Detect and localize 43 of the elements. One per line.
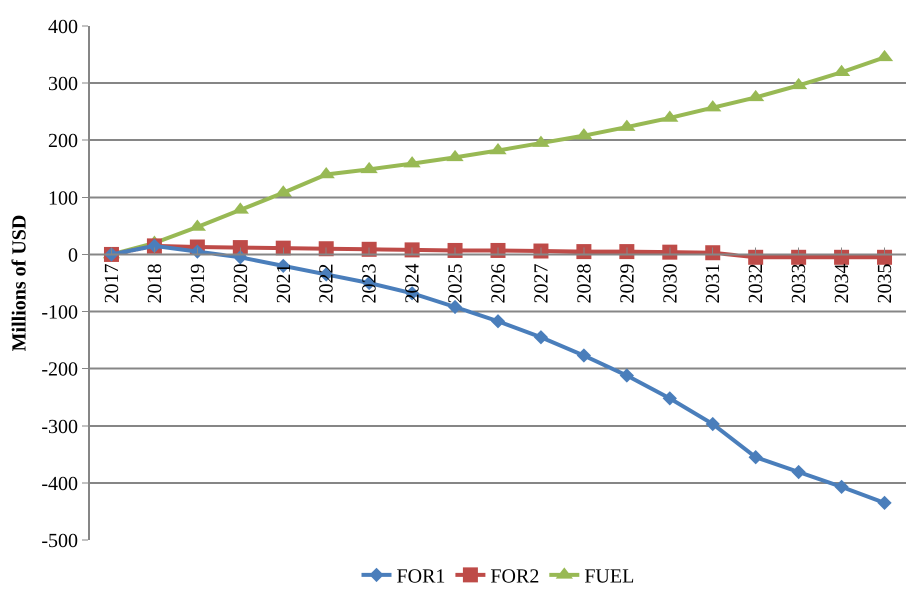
x-tick-label: 2018: [144, 263, 166, 304]
y-tick-label: 0: [68, 244, 78, 266]
point: [620, 368, 634, 383]
legend-label: FUEL: [584, 566, 634, 588]
legend-label: FOR2: [490, 566, 540, 588]
y-tick-label: -100: [41, 302, 78, 324]
x-tick-label: 2034: [831, 263, 854, 304]
x-tick-label: 2030: [659, 263, 682, 304]
legend-label: FOR1: [396, 566, 446, 588]
x-tick-label: 2032: [745, 263, 768, 304]
y-tick-label: 200: [48, 130, 78, 152]
point: [662, 391, 677, 406]
x-tick-label: 2023: [358, 263, 381, 304]
point: [877, 496, 892, 510]
y-tick-label: -200: [41, 358, 78, 381]
point: [490, 314, 506, 328]
point: [791, 464, 806, 480]
point: [706, 416, 720, 432]
x-tick-label: 2025: [444, 263, 467, 304]
x-tick-label: 2026: [488, 263, 510, 304]
x-tick-label: 2017: [100, 263, 123, 304]
x-tick-label: 2027: [530, 263, 552, 304]
y-tick-label: -300: [41, 416, 78, 438]
point: [748, 450, 763, 464]
x-tick-label: 2020: [230, 263, 252, 304]
y-tick-label: -400: [41, 472, 78, 495]
y-axis-title: Millions of USD: [8, 214, 30, 352]
y-tick-label: 300: [48, 73, 78, 96]
point: [576, 348, 592, 363]
x-tick-label: 2033: [788, 263, 810, 304]
x-tick-label: 2035: [874, 263, 896, 304]
point: [834, 480, 849, 494]
y-tick-label: -500: [41, 530, 78, 552]
y-tick-label: 400: [48, 16, 78, 38]
point: [534, 330, 548, 344]
x-tick-label: 2021: [272, 263, 295, 304]
x-tick-label: 2029: [616, 263, 638, 304]
x-tick-label: 2024: [402, 263, 424, 304]
x-tick-label: 2028: [573, 263, 596, 304]
x-tick-label: 2022: [316, 263, 338, 304]
y-tick-label: 100: [48, 187, 78, 210]
x-tick-label: 2031: [702, 263, 724, 304]
x-tick-label: 2019: [186, 263, 209, 304]
